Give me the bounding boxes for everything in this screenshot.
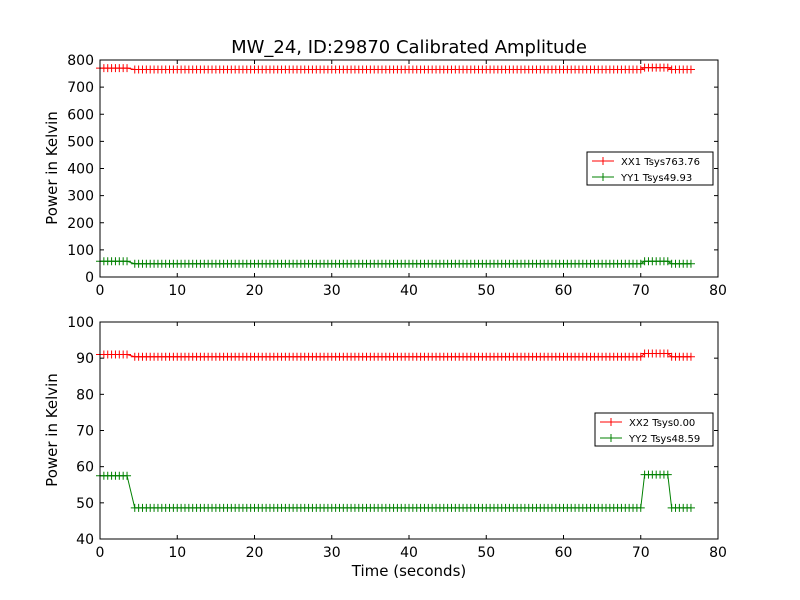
y-tick-label: 800 <box>67 53 94 69</box>
legend-label: XX1 Tsys763.76 <box>621 157 700 168</box>
x-tick-label: 60 <box>555 545 573 561</box>
y-tick-label: 60 <box>76 460 94 476</box>
series-2-1 <box>96 349 695 361</box>
x-tick-label: 50 <box>477 545 495 561</box>
x-tick-label: 0 <box>96 545 105 561</box>
data-point-marker <box>663 470 672 479</box>
legend: XX2 Tsys0.00 YY2 Tsys48.59 <box>594 412 714 447</box>
series-1-1 <box>96 63 695 74</box>
x-tick-label: 50 <box>477 283 495 299</box>
data-point-marker <box>686 65 695 74</box>
data-point-marker <box>636 65 645 74</box>
x-tick-label: 30 <box>323 283 341 299</box>
data-point-marker <box>123 471 132 480</box>
bottom-y-axis-label: Power in Kelvin <box>43 373 61 487</box>
plot-panels: 0 10 20 30 40 50 60 70 8001002003004005006007008… <box>67 53 727 561</box>
y-tick-label: 90 <box>76 351 94 367</box>
y-tick-label: 50 <box>76 496 94 512</box>
y-tick-label: 300 <box>67 189 94 205</box>
x-tick-label: 70 <box>632 545 650 561</box>
data-point-marker <box>123 350 132 359</box>
data-point-marker <box>123 64 132 73</box>
y-tick-label: 100 <box>67 315 94 331</box>
y-tick-label: 700 <box>67 80 94 96</box>
legend: XX1 Tsys763.76 YY1 Tsys49.93 <box>586 151 714 186</box>
x-tick-label: 20 <box>246 283 264 299</box>
legend-label: XX2 Tsys0.00 <box>629 418 695 429</box>
x-tick-label: 80 <box>709 283 727 299</box>
x-tick-label: 80 <box>709 545 727 561</box>
data-point-marker <box>636 352 645 361</box>
data-point-marker <box>663 63 672 72</box>
data-point-marker <box>123 257 132 266</box>
x-tick-label: 70 <box>632 283 650 299</box>
plot-panel-1: 0 10 20 30 40 50 60 70 8001002003004005006007008… <box>67 53 727 299</box>
top-y-axis-label: Power in Kelvin <box>43 111 61 225</box>
y-tick-label: 100 <box>67 243 94 259</box>
x-tick-label: 30 <box>323 545 341 561</box>
x-tick-label: 40 <box>400 545 418 561</box>
y-tick-label: 80 <box>76 387 94 403</box>
legend-box <box>586 151 714 186</box>
y-tick-label: 0 <box>85 270 94 286</box>
chart-title: MW_24, ID:29870 Calibrated Amplitude <box>231 37 587 58</box>
x-tick-label: 10 <box>168 283 186 299</box>
data-point-marker <box>663 349 672 358</box>
x-axis-label: Time (seconds) <box>351 562 467 580</box>
x-tick-label: 40 <box>400 283 418 299</box>
y-tick-label: 200 <box>67 216 94 232</box>
y-tick-label: 500 <box>67 134 94 150</box>
y-tick-label: 400 <box>67 162 94 178</box>
y-tick-label: 70 <box>76 424 94 440</box>
legend-box <box>594 412 714 447</box>
plot-panel-2: 0 10 20 30 40 50 60 70 80 40 50 60 70 80 90 100 XX2 Tsys… <box>67 315 727 561</box>
data-point-marker <box>686 259 695 268</box>
x-tick-label: 10 <box>168 545 186 561</box>
y-tick-label: 600 <box>67 107 94 123</box>
data-point-marker <box>686 352 695 361</box>
legend-label: YY2 Tsys48.59 <box>628 434 700 445</box>
legend-label: YY1 Tsys49.93 <box>620 173 692 184</box>
x-tick-label: 20 <box>246 545 264 561</box>
series-1-2 <box>96 257 695 268</box>
data-point-marker <box>686 503 695 512</box>
x-tick-label: 0 <box>96 283 105 299</box>
series-2-2 <box>96 470 695 512</box>
y-tick-label: 40 <box>76 532 94 548</box>
data-point-marker <box>636 503 645 512</box>
x-tick-label: 60 <box>555 283 573 299</box>
